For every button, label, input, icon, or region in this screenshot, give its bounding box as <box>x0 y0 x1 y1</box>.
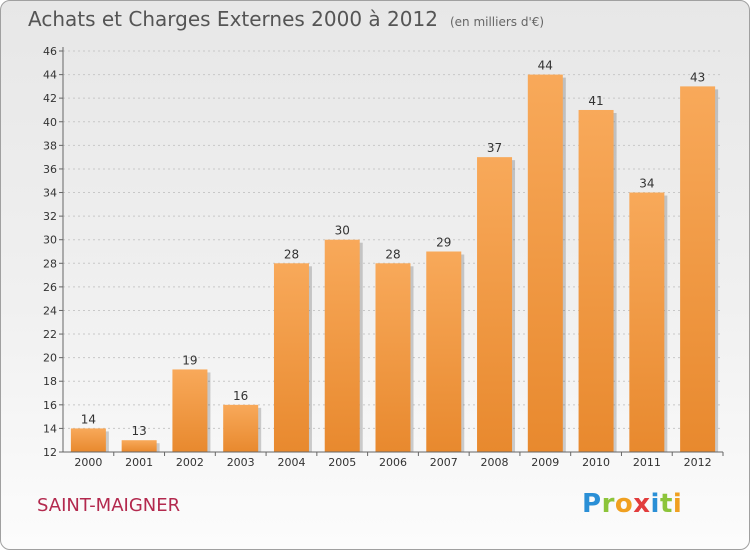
x-tick-label: 2004 <box>277 456 305 469</box>
proxiti-logo: Proxiti <box>582 489 682 519</box>
x-tick-label: 2001 <box>125 456 153 469</box>
value-label: 16 <box>233 389 248 403</box>
y-tick-label: 16 <box>43 399 57 412</box>
x-tick-label: 2008 <box>481 456 509 469</box>
bar-2004 <box>273 263 309 452</box>
bar-2002 <box>172 369 208 452</box>
y-tick-label: 30 <box>43 234 57 247</box>
chart-title-text: Achats et Charges Externes 2000 à 2012 <box>28 7 438 31</box>
logo-letter: i <box>672 489 683 519</box>
y-tick-label: 18 <box>43 375 57 388</box>
logo-letter: t <box>659 489 673 519</box>
bar-2012 <box>680 86 716 452</box>
x-tick-label: 2009 <box>531 456 559 469</box>
bar-2011 <box>629 192 665 452</box>
logo-letter: o <box>614 489 634 519</box>
value-label: 13 <box>132 424 147 438</box>
y-tick-label: 44 <box>43 69 57 82</box>
labels: 12 14 16 18 20 22 24 26 28 30 32 34 36 38 40 42 44 46 14 20… <box>43 45 712 469</box>
value-label: 14 <box>81 412 96 426</box>
y-tick-label: 14 <box>43 422 57 435</box>
axes <box>59 47 724 456</box>
value-label: 29 <box>436 236 451 250</box>
value-label: 30 <box>335 224 350 238</box>
place-name: SAINT-MAIGNER <box>37 495 181 516</box>
bar-2005 <box>324 239 360 452</box>
y-tick-label: 22 <box>43 328 57 341</box>
value-label: 28 <box>284 247 299 261</box>
bar-2001 <box>121 440 157 452</box>
x-tick-label: 2007 <box>430 456 458 469</box>
bar-2003 <box>223 404 259 452</box>
bar-2009 <box>527 74 563 453</box>
value-label: 41 <box>588 94 603 108</box>
bar-2000 <box>70 428 106 452</box>
logo-letter: i <box>650 489 660 519</box>
y-tick-label: 46 <box>43 45 57 58</box>
y-tick-label: 32 <box>43 210 57 223</box>
x-tick-label: 2012 <box>684 456 712 469</box>
x-tick-label: 2010 <box>582 456 610 469</box>
y-tick-label: 34 <box>43 187 57 200</box>
bar-2008 <box>477 157 513 452</box>
bars <box>70 74 719 453</box>
value-label: 28 <box>385 247 400 261</box>
value-label: 37 <box>487 141 502 155</box>
y-tick-label: 42 <box>43 92 57 105</box>
y-tick-label: 26 <box>43 281 57 294</box>
value-label: 44 <box>538 59 553 73</box>
y-tick-label: 12 <box>43 446 57 459</box>
y-tick-label: 36 <box>43 163 57 176</box>
y-tick-label: 20 <box>43 352 57 365</box>
bar-2007 <box>426 251 462 452</box>
logo-letter: r <box>601 489 615 519</box>
x-tick-label: 2006 <box>379 456 407 469</box>
value-label: 34 <box>639 177 654 191</box>
value-label: 19 <box>182 353 197 367</box>
y-tick-label: 40 <box>43 116 57 129</box>
logo-letter: P <box>582 489 602 519</box>
chart-title: Achats et Charges Externes 2000 à 2012 (e… <box>28 7 544 31</box>
x-tick-label: 2002 <box>176 456 204 469</box>
value-label: 43 <box>690 70 705 84</box>
x-tick-label: 2011 <box>633 456 661 469</box>
x-tick-label: 2003 <box>227 456 255 469</box>
bar-2010 <box>578 109 614 453</box>
y-tick-label: 24 <box>43 304 57 317</box>
y-tick-label: 38 <box>43 139 57 152</box>
x-tick-label: 2005 <box>328 456 356 469</box>
bar-2006 <box>375 263 411 452</box>
x-tick-label: 2000 <box>74 456 102 469</box>
logo-letter: x <box>633 489 651 519</box>
chart-unit: (en milliers d'€) <box>449 15 545 29</box>
y-tick-label: 28 <box>43 257 57 270</box>
